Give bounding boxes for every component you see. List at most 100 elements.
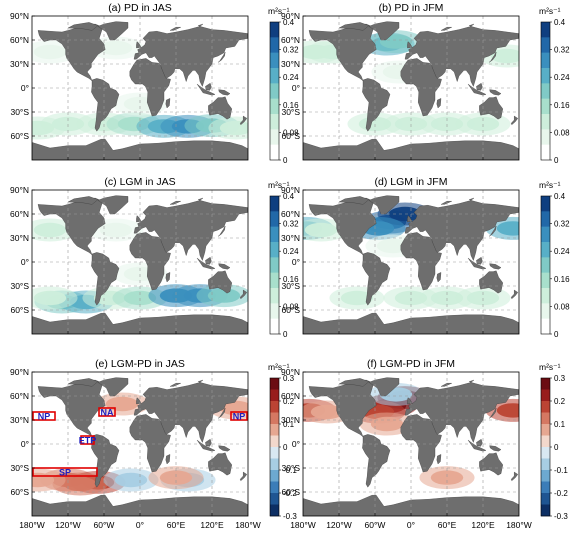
lon-tick-label: 60°W [365,520,386,528]
lon-tick-label: 180°W [506,520,532,528]
colorbar-unit: m²s⁻¹ [268,362,290,372]
lat-tick-label: 30°S [281,107,300,117]
colorbar-tick-label: 0.3 [283,374,295,383]
colorbar: m²s⁻¹ -0.3 -0.2 -0.1 0 0.1 0.2 0.3 [539,362,568,521]
region-label: SP [59,468,71,478]
colorbar-tick-label: 0 [283,156,288,165]
colorbar-bin [541,129,550,145]
lat-tick-label: 60°N [281,209,300,219]
colorbar-bin [270,98,279,115]
colorbar-bin [541,226,550,243]
colorbar-bin [270,303,279,319]
lat-tick-label: 90°N [10,185,29,195]
field-core [63,476,97,492]
field-core [159,470,193,485]
panel-title: (a) PD in JAS [108,2,172,14]
lon-tick-label: 60°E [438,520,457,528]
colorbar-bin [541,114,550,130]
region-label: NA [101,408,114,418]
lat-tick-label: 30°S [10,107,29,117]
map-area [303,16,519,160]
colorbar-tick-label: 0.24 [283,247,299,256]
colorbar-bin [270,211,279,227]
colorbar-tick-label: 0 [283,330,288,339]
panel-a: (a) PD in JAS90°N60°N30°N0°30°S60°Sm²s⁻¹… [10,2,299,165]
panel-title: (f) LGM-PD in JFM [367,358,455,370]
lat-tick-label: 0° [21,83,29,93]
colorbar-tick-label: 0.32 [283,220,299,229]
colorbar-bin [541,412,550,425]
panel-d: (d) LGM in JFM 90°N 60°N 30°N 0° 30°S 60°S m²s⁻… [281,176,570,339]
colorbar-bin [270,504,279,517]
panel-c: (c) LGM in JAS90°N60°N30°N0°30°S60°Sm²s⁻… [10,176,299,339]
colorbar-bin [541,52,550,69]
panel-title: (e) LGM-PD in JAS [95,358,185,370]
colorbar-bin [541,37,550,53]
colorbar-bin [541,435,550,448]
lat-tick-label: 60°S [10,131,29,141]
colorbar-bin [541,458,550,471]
field-core [207,288,241,303]
field-core [430,470,464,485]
colorbar-bin [270,458,279,471]
lat-tick-label: 30°S [10,281,29,291]
colorbar-bin [541,470,550,482]
lon-tick-label: 180°W [235,520,261,528]
lat-tick-label: 30°N [281,233,300,243]
field-core [32,472,55,488]
field-core [490,48,519,64]
colorbar-bin [541,378,550,390]
colorbar-bin [270,470,279,482]
colorbar-bin [270,226,279,243]
colorbar-tick-label: 0.16 [283,275,299,284]
colorbar-tick-label: 0.4 [554,18,566,27]
colorbar: m²s⁻¹ 0 0.08 0.16 0.24 0.32 0.4 [539,180,570,339]
panel-b: (b) PD in JFM 90°N 60°N 30°N 0° 30°S 60°S m²s⁻¹… [281,2,570,165]
colorbar-bin [270,424,279,436]
field-core [370,416,404,432]
colorbar-unit: m²s⁻¹ [539,180,561,190]
lat-tick-label: 90°N [281,11,300,21]
colorbar-bin [270,83,279,99]
field-core [310,404,344,420]
colorbar-bin [270,22,279,38]
lon-tick-label: 60°W [94,520,115,528]
colorbar-bin [270,435,279,448]
colorbar-bin [270,378,279,390]
map-area [32,372,248,516]
colorbar-tick-label: 0.24 [554,73,570,82]
field-core [33,222,67,238]
colorbar-tick-label: 0.32 [554,46,570,55]
colorbar-frame [269,195,280,335]
colorbar-bin [541,83,550,99]
lat-tick-label: 30°S [281,281,300,291]
lon-tick-label: 120°W [55,520,81,528]
colorbar-tick-label: 0.16 [283,101,299,110]
colorbar-tick-label: 0.24 [283,73,299,82]
panel-f: (f) LGM-PD in JFM 90°N 60°N 30°N 0° 30°S 60°S 1… [281,358,568,530]
colorbar-frame [540,195,551,335]
region-box [230,411,248,421]
field-core [114,472,148,488]
colorbar-bin [270,144,279,161]
colorbar-bin [270,288,279,304]
colorbar-bin [270,242,279,258]
colorbar: m²s⁻¹ 0 0.08 0.16 0.24 0.32 0.4 [268,180,299,339]
lat-tick-label: 60°S [10,305,29,315]
colorbar-bin [541,288,550,304]
colorbar-bin [541,303,550,319]
map-area [303,372,519,516]
colorbar-bin [270,318,279,335]
colorbar-tick-label: 0.2 [554,397,566,406]
colorbar-tick-label: 0.16 [554,101,570,110]
colorbar-bin [541,424,550,436]
map-area [32,16,248,160]
colorbar-tick-label: 0.24 [554,247,570,256]
colorbar-bin [541,22,550,38]
colorbar-tick-label: -0.2 [554,489,568,498]
lon-tick-label: 120°E [200,520,224,528]
colorbar-tick-label: 0.32 [554,220,570,229]
lat-tick-label: 60°N [281,391,300,401]
colorbar-tick-label: -0.3 [554,512,568,521]
